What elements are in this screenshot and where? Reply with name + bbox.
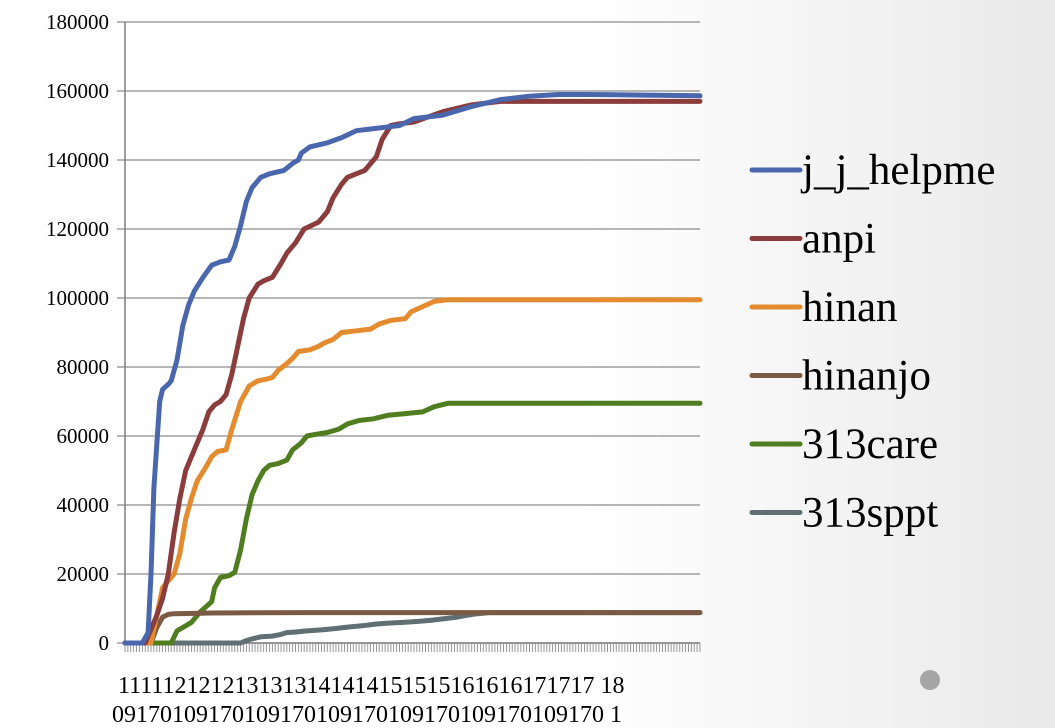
y-tick-label: 120000 <box>46 217 109 241</box>
y-axis-ticks: 0 20000 40000 60000 80000 100000 120000 140000 1… <box>46 10 109 655</box>
x-tick-labels-row-2: 0917010917010917010917010917010917010917… <box>112 702 622 728</box>
legend-label-hinanjo: hinanjo <box>802 353 931 400</box>
gridlines <box>117 21 700 644</box>
legend-label-anpi: anpi <box>802 216 876 263</box>
series-lines <box>122 92 703 646</box>
y-tick-label: 100000 <box>46 286 109 310</box>
series-line-anpi <box>122 98 703 646</box>
y-tick-label: 140000 <box>46 148 109 172</box>
y-tick-label: 20000 <box>57 562 110 586</box>
legend-label-j_j_helpme: j_j_helpme <box>800 147 995 194</box>
legend-label-hinan: hinan <box>802 284 898 331</box>
legend-label-313sppt: 313sppt <box>802 490 938 537</box>
y-tick-label: 40000 <box>57 493 110 517</box>
y-tick-label: 0 <box>99 631 110 655</box>
axes <box>124 22 700 644</box>
y-tick-label: 80000 <box>57 355 110 379</box>
series-line-313sppt <box>122 610 703 646</box>
x-tick-labels-row-1: 1111121212131313141414151515161616171717… <box>118 673 624 699</box>
y-tick-label: 160000 <box>46 79 109 103</box>
series-line-hinanjo <box>122 610 703 646</box>
series-line-hinan <box>122 297 703 646</box>
x-axis-tick-marks <box>124 643 701 652</box>
slide-bullet-dot <box>920 670 940 690</box>
y-tick-label: 60000 <box>57 424 110 448</box>
y-tick-label: 180000 <box>46 10 109 34</box>
series-line-313care <box>122 400 703 646</box>
x-tick-marks <box>124 643 701 652</box>
series-line-j_j_helpme <box>122 92 703 646</box>
legend-label-313care: 313care <box>802 421 938 468</box>
